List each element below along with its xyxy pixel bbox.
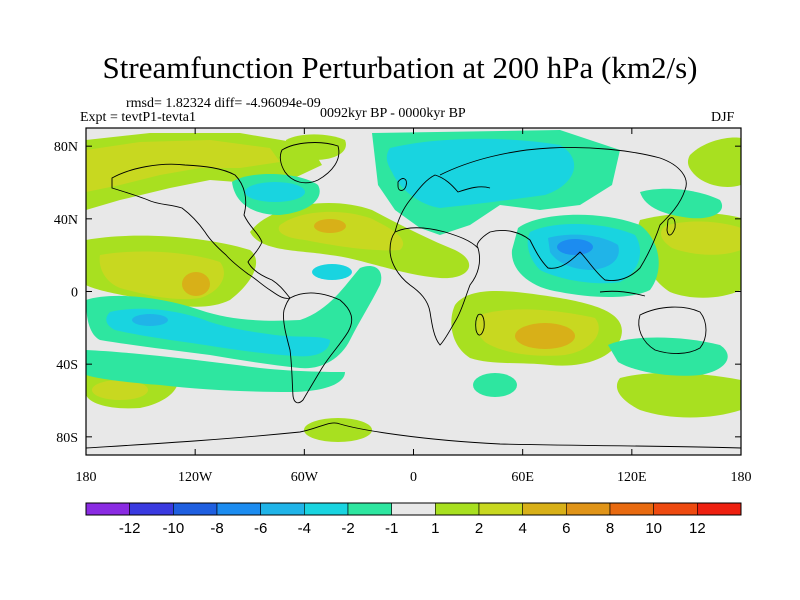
colorbar-swatch <box>347 502 392 516</box>
y-axis: 80N 40N 0 40S 80S <box>54 140 741 446</box>
colorbar-swatch <box>435 502 480 516</box>
coast-madagascar <box>475 313 485 336</box>
contour-pos-pacific-north-peak <box>182 272 210 296</box>
colorbar-swatch <box>697 502 742 516</box>
colorbar-swatch <box>522 502 567 516</box>
contour-neg-caribbean <box>312 264 352 280</box>
coast-antarctica <box>86 422 741 449</box>
rmsd-diff-text: rmsd= 1.82324 diff= -4.96094e-09 <box>126 96 321 111</box>
colorbar-swatch <box>260 502 305 516</box>
y-tick-label: 0 <box>71 286 78 301</box>
contour-neg-northeast-pacific <box>640 188 723 219</box>
contour-pos-south-indian-tail <box>616 372 741 418</box>
contour-pos-west-pacific-core <box>660 221 741 255</box>
contour-pos-south-pacific-core <box>92 380 148 400</box>
colorbar-label: 12 <box>689 520 706 537</box>
colorbar-frame <box>85 502 742 516</box>
y-tick-label: 80S <box>56 431 78 446</box>
colorbar-swatch <box>129 502 174 516</box>
colorbar-swatch <box>304 502 349 516</box>
colorbar-label: 1 <box>431 520 439 537</box>
contour-neg-southern-band <box>86 350 345 392</box>
x-tick-label: 120W <box>178 470 213 485</box>
contour-pos-atlantic-peak <box>314 219 346 233</box>
coast-japan <box>666 217 676 236</box>
colorbar: -12 -10 -8 -6 -4 -2 -1 1 2 4 6 8 10 12 <box>85 502 742 537</box>
y-tick-label: 40S <box>56 358 78 373</box>
y-tick-label: 80N <box>54 140 78 155</box>
coast-greenland <box>279 142 340 184</box>
coast-europe <box>394 174 491 233</box>
coast-south-america <box>283 292 353 404</box>
coast-australia <box>638 306 707 354</box>
experiment-label: Expt = tevtP1-tevta1 <box>80 110 196 125</box>
colorbar-swatch <box>609 502 654 516</box>
colorbar-label: -12 <box>119 520 141 537</box>
contour-pos-north-america-core <box>86 140 280 192</box>
colorbar-swatch <box>566 502 611 516</box>
x-tick-label: 120E <box>617 470 647 485</box>
contour-neg-eurasia-core <box>386 138 575 208</box>
colorbar-label: -6 <box>254 520 267 537</box>
colorbar-label: 2 <box>475 520 483 537</box>
contour-pos-indian-ocean-peak <box>515 323 575 349</box>
coastlines <box>86 142 741 449</box>
contour-neg-tropical-pacific-peak <box>132 314 168 326</box>
x-tick-label: 60W <box>291 470 319 485</box>
contour-field <box>86 128 741 455</box>
contour-neg-south-asia-peak <box>557 239 593 255</box>
colorbar-label: -4 <box>298 520 311 537</box>
colorbar-label: 10 <box>645 520 662 537</box>
colorbar-label: 8 <box>606 520 614 537</box>
contour-neg-greenland-core <box>245 182 305 202</box>
x-axis: 180 120W 60W 0 60E 120E 180 <box>76 128 752 485</box>
coast-africa <box>389 227 481 346</box>
colorbar-swatch <box>173 502 218 516</box>
colorbar-label: -10 <box>162 520 184 537</box>
x-tick-label: 180 <box>731 470 752 485</box>
colorbar-label: 4 <box>518 520 526 537</box>
colorbar-swatch <box>216 502 261 516</box>
coast-asia <box>439 147 687 281</box>
colorbar-swatch <box>653 502 698 516</box>
season-label: DJF <box>711 110 735 125</box>
coast-indonesia <box>599 290 646 297</box>
colorbar-label: -2 <box>341 520 354 537</box>
colorbar-swatch <box>85 502 130 516</box>
colorbar-swatch <box>478 502 523 516</box>
colorbar-label: 6 <box>562 520 570 537</box>
x-tick-label: 60E <box>511 470 534 485</box>
colorbar-label: -1 <box>385 520 398 537</box>
contour-pos-arctic-central <box>286 134 346 160</box>
coast-britain <box>397 178 407 191</box>
x-tick-label: 0 <box>410 470 417 485</box>
plot-title: Streamfunction Perturbation at 200 hPa (… <box>102 50 698 85</box>
contour-pos-arctic-east <box>687 137 741 187</box>
colorbar-label: -8 <box>210 520 223 537</box>
period-label: 0092kyr BP - 0000kyr BP <box>320 106 466 121</box>
colorbar-swatch <box>391 502 436 516</box>
y-tick-label: 40N <box>54 213 78 228</box>
x-tick-label: 180 <box>76 470 97 485</box>
contour-pos-antarctic <box>304 418 372 442</box>
contour-neg-south-atlantic <box>473 373 517 397</box>
contour-neg-south-indian <box>608 337 728 376</box>
